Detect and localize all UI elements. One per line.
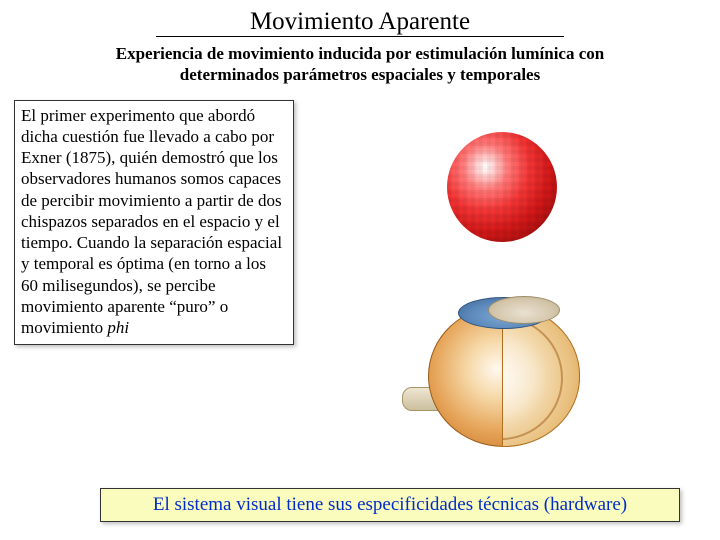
red-sphere-icon	[447, 132, 557, 242]
slide: Movimiento Aparente Experiencia de movim…	[0, 0, 720, 540]
body-text: El primer experimento que abordó dicha c…	[21, 106, 282, 338]
eye-anatomy-icon	[402, 295, 602, 455]
image-frame-top	[372, 102, 632, 272]
slide-subtitle: Experiencia de movimiento inducida por e…	[80, 43, 640, 86]
slide-title: Movimiento Aparente	[156, 0, 564, 37]
content-row: El primer experimento que abordó dicha c…	[0, 100, 720, 460]
image-frame-bottom	[372, 290, 632, 460]
body-text-box: El primer experimento que abordó dicha c…	[14, 100, 294, 346]
images-column	[294, 100, 710, 460]
phi-word: phi	[107, 318, 129, 337]
footer-caption: El sistema visual tiene sus especificida…	[100, 488, 680, 522]
